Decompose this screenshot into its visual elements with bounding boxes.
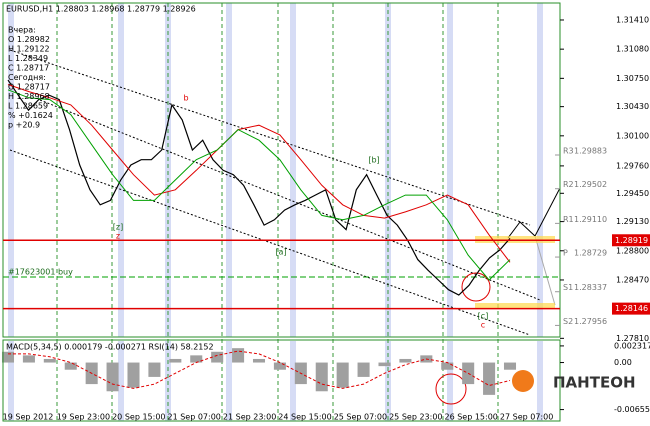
info-text: C 1.28717 [8, 64, 49, 73]
info-text: H 1.28968 [8, 92, 50, 101]
info-text: L 1.28659 [8, 102, 48, 111]
logo: ПАНТЕОН [553, 374, 636, 392]
pivot-name: P [563, 249, 568, 258]
y-tick-label: -0.00655 [614, 405, 650, 414]
header: EURUSD,H1 1.28803 1.28968 1.28779 1.2892… [6, 5, 196, 14]
price-line [7, 84, 511, 263]
plots [1, 79, 517, 395]
channel [9, 49, 541, 336]
pivot-name: S1 [563, 283, 573, 292]
macd-bar [315, 362, 328, 392]
x-tick-label: 26 Sep 15:00 [444, 413, 497, 422]
pivot-name: R2 [563, 180, 574, 189]
info-text: Сегодня: [8, 73, 46, 82]
macd-bar [169, 358, 182, 363]
level-box [612, 234, 650, 247]
macd-bar [190, 355, 203, 363]
y-tick-label: 1.29130 [616, 217, 649, 226]
macd-bar [22, 355, 35, 363]
annotation: c [481, 321, 485, 330]
level-label: 1.28146 [615, 304, 648, 313]
annotation: [a] [275, 248, 286, 257]
macd-bar [483, 362, 496, 395]
y-tick-label: 1.29450 [616, 189, 649, 198]
pivot-value: 1.29110 [574, 215, 607, 224]
macd-bar [148, 362, 161, 377]
macd-bar [399, 358, 412, 363]
pivot-name: R3 [563, 147, 574, 156]
pivot-value: 1.27956 [574, 317, 607, 326]
macd-bar [378, 362, 391, 367]
pivot-value: 1.28729 [574, 249, 607, 258]
logo-icon [512, 370, 534, 392]
x-tick-label: 25 Sep 23:00 [389, 413, 442, 422]
pivot-value: 1.28337 [574, 283, 607, 292]
price-line [7, 79, 511, 296]
info-text: L 1.28349 [8, 54, 48, 63]
y-tick-label: 0.002317 [614, 341, 650, 350]
macd-bar [232, 348, 245, 363]
macd-bar [43, 358, 56, 363]
y-tick-label: 1.27810 [616, 334, 649, 343]
macd-bar [127, 362, 140, 388]
macd-bar [252, 358, 266, 363]
info-text: O 1.28717 [8, 83, 50, 92]
annotation: z [116, 232, 120, 241]
info-text: O 1.28982 [8, 35, 50, 44]
macd-bar [441, 362, 454, 370]
macd-title: MACD(5,34,5) 0.000179 -0.000271 RSI(14) … [6, 343, 214, 352]
info-text: H 1.29122 [8, 45, 50, 54]
y-tick-label: 1.30100 [616, 131, 649, 140]
y-tick-label: 0.00 [614, 358, 632, 367]
x-tick-label: 19 Sep 23:00 [57, 413, 110, 422]
info-text: p +20.9 [8, 121, 40, 130]
x-tick-label: 25 Sep 07:00 [334, 413, 387, 422]
macd-bar [1, 351, 15, 363]
pivot-value: 1.29502 [574, 180, 607, 189]
x-tick-label: 21 Sep 23:00 [223, 413, 276, 422]
level-box [612, 302, 650, 315]
x-tick-label: 27 Sep 07:00 [500, 413, 553, 422]
macd-bar [106, 362, 119, 392]
macd-bar [273, 362, 286, 370]
y-tick-label: 1.30750 [616, 74, 649, 83]
pivot-name: R1 [563, 215, 574, 224]
y-tick-label: 1.31080 [616, 45, 649, 54]
macd-bar [211, 351, 224, 363]
level-label: 1.28919 [615, 236, 648, 245]
annotation: [b] [368, 156, 379, 165]
y-tick-label: 1.30430 [616, 102, 649, 111]
annotation: #17623001 buy [8, 268, 73, 277]
macd-bar [503, 362, 517, 370]
x-tick-label: 24 Sep 15:00 [278, 413, 331, 422]
macd-bar [357, 362, 370, 377]
annotation: [z] [113, 223, 123, 232]
price-line [7, 89, 511, 281]
signal-line [8, 350, 511, 389]
pivot-name: S2 [563, 317, 573, 326]
annotation: b [183, 94, 188, 103]
x-tick-label: 21 Sep 07:00 [167, 413, 220, 422]
y-tick-label: 1.28800 [616, 246, 649, 255]
y-tick-label: 1.29760 [616, 161, 649, 170]
macd-frame [2, 339, 561, 422]
y-tick-label: 1.31410 [616, 15, 649, 24]
pivot-value: 1.29883 [574, 147, 607, 156]
x-tick-label: 19 Sep 2012 [3, 413, 54, 422]
annotation: [c] [478, 312, 489, 321]
info-text: % +0.1624 [8, 111, 53, 120]
macd-bar [64, 362, 77, 370]
x-tick-label: 20 Sep 15:00 [112, 413, 165, 422]
y-tick-label: 1.28470 [616, 275, 649, 284]
info-text: Вчера: [8, 26, 36, 35]
macd-bar [336, 362, 349, 388]
projection [3, 187, 561, 405]
